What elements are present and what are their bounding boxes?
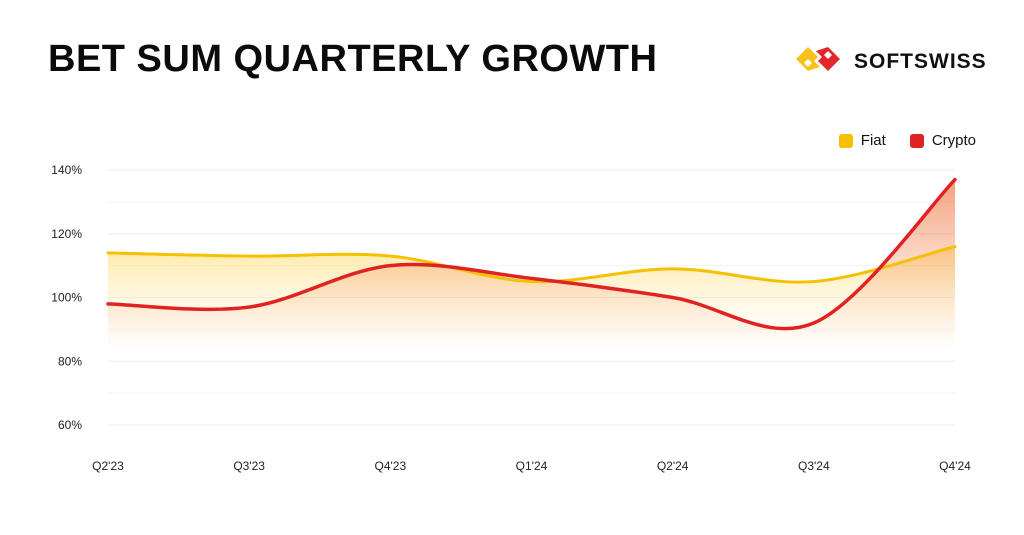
x-tick-label: Q1'24 [516, 459, 548, 473]
page-title: BET SUM QUARTERLY GROWTH [48, 38, 658, 80]
chart-legend: Fiat Crypto [838, 132, 976, 149]
legend-swatch-crypto [909, 133, 924, 148]
legend-swatch-fiat [838, 133, 853, 148]
x-tick-label: Q2'24 [657, 459, 689, 473]
y-axis-ticks: 60% 80% 100% 120% 140% [51, 163, 82, 432]
area-fills [108, 179, 955, 350]
series-line-fiat [106, 245, 957, 284]
legend-item-fiat: Fiat [838, 132, 886, 149]
series-line-crypto [106, 177, 957, 331]
legend-item-crypto: Crypto [909, 132, 976, 149]
x-tick-label: Q4'24 [939, 459, 971, 473]
x-tick-label: Q3'23 [233, 459, 265, 473]
y-tick-label: 80% [58, 354, 82, 368]
x-tick-label: Q2'23 [92, 459, 124, 473]
x-tick-label: Q3'24 [798, 459, 830, 473]
y-tick-label: 120% [51, 227, 82, 241]
legend-label-fiat: Fiat [860, 132, 886, 149]
y-tick-label: 140% [51, 163, 82, 177]
series-lines [106, 177, 957, 331]
x-axis-ticks: Q2'23 Q3'23 Q4'23 Q1'24 Q2'24 Q3'24 Q4'24 [92, 459, 971, 473]
y-tick-label: 60% [58, 418, 82, 432]
softswiss-logo-icon [794, 44, 842, 79]
brand-name: SOFTSWISS [854, 49, 987, 73]
x-tick-label: Q4'23 [375, 459, 407, 473]
brand-logo: SOFTSWISS [794, 44, 987, 79]
y-tick-label: 100% [51, 291, 82, 305]
legend-label-crypto: Crypto [931, 132, 976, 149]
area-crypto [108, 179, 955, 350]
